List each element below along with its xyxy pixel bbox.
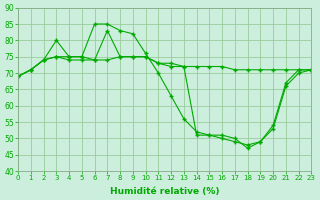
X-axis label: Humidité relative (%): Humidité relative (%) [110,187,220,196]
